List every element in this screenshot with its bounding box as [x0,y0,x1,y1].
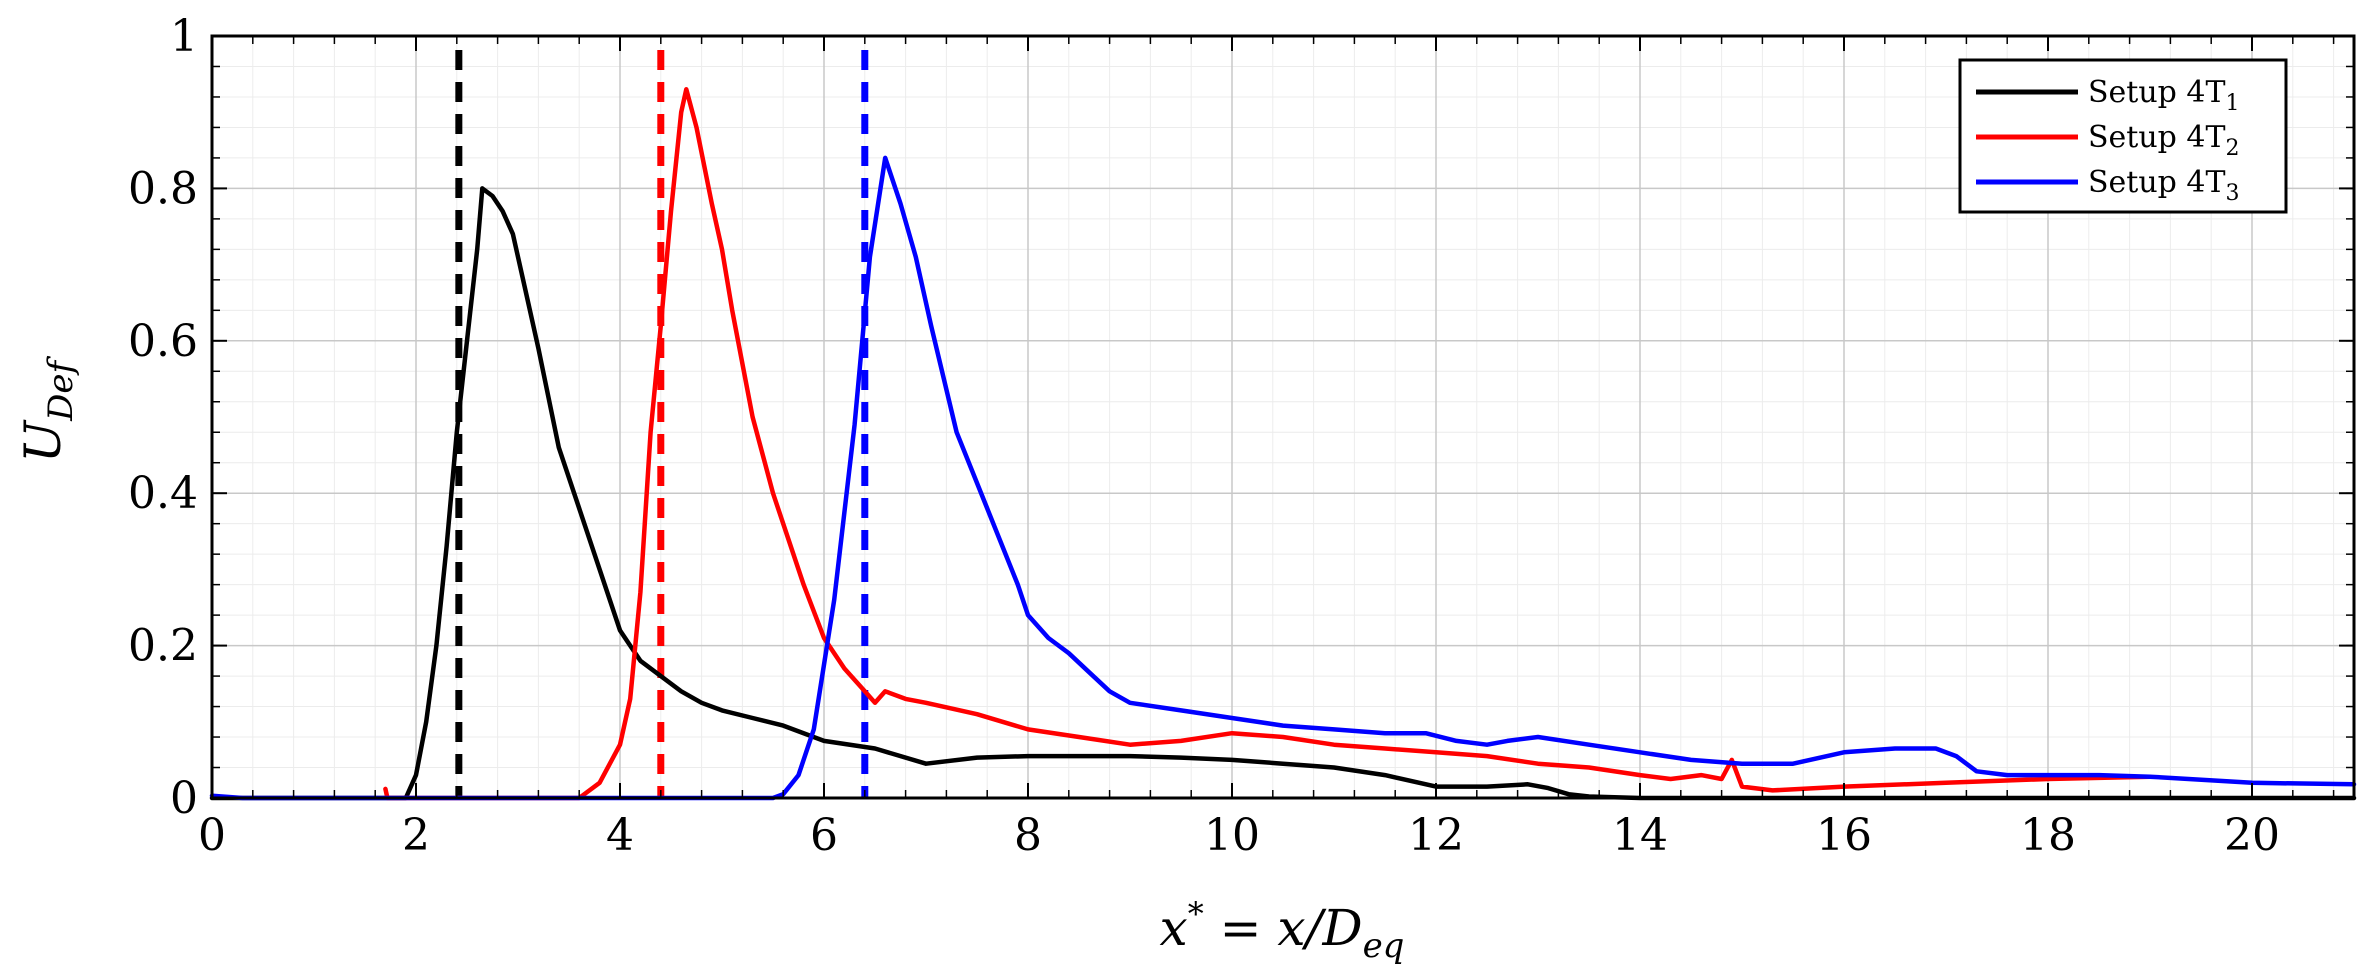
x-tick-label: 16 [1816,810,1872,861]
series-line-3 [209,155,2357,801]
y-tick-label: 0.2 [128,621,198,672]
legend-label-3: Setup 4T3 [2088,165,2240,206]
y-axis-label: UDef [14,356,81,464]
y-axis-label-main: U [14,419,72,463]
x-axis-label: x* = x/Deq [1160,895,1405,966]
series-line-1 [209,186,2357,801]
x-tick-label: 10 [1204,810,1260,861]
x-axis-label-sup: * [1188,895,1204,933]
legend-label-1: Setup 4T1 [2088,75,2240,116]
x-tick-label: 0 [198,810,226,861]
legend-label-2: Setup 4T2 [2088,120,2240,161]
legend: Setup 4T1 Setup 4T2 Setup 4T3 [1958,58,2288,214]
x-tick-label: 18 [2020,810,2076,861]
plot-frame [210,34,2356,800]
legend-entry-3: Setup 4T3 [1976,165,2240,206]
x-axis-label-sub: eq [1363,926,1405,966]
x-axis-label-rest: = x/D [1204,899,1363,957]
y-tick-label: 0.8 [128,163,198,214]
y-tick-label: 1 [170,11,198,62]
x-tick-label: 2 [402,810,430,861]
x-tick-label: 20 [2224,810,2280,861]
y-axis-label-sub: Def [41,356,81,422]
y-tick-labels: 0 0.2 0.4 0.6 0.8 1 [128,11,198,824]
series-lines [209,87,2357,801]
x-axis-label-main: x [1160,899,1188,957]
x-tick-labels: 0 2 4 6 8 10 12 14 16 18 20 [198,810,2280,861]
legend-entry-1: Setup 4T1 [1976,75,2240,116]
x-tick-label: 6 [810,810,838,861]
series-line-2 [383,87,2153,801]
x-tick-label: 12 [1408,810,1464,861]
y-tick-label: 0.6 [128,316,198,367]
x-tick-label: 8 [1014,810,1042,861]
y-tick-label: 0 [170,773,198,824]
x-tick-label: 4 [606,810,634,861]
legend-entry-2: Setup 4T2 [1976,120,2240,161]
y-tick-label: 0.4 [128,468,198,519]
x-tick-label: 14 [1612,810,1668,861]
